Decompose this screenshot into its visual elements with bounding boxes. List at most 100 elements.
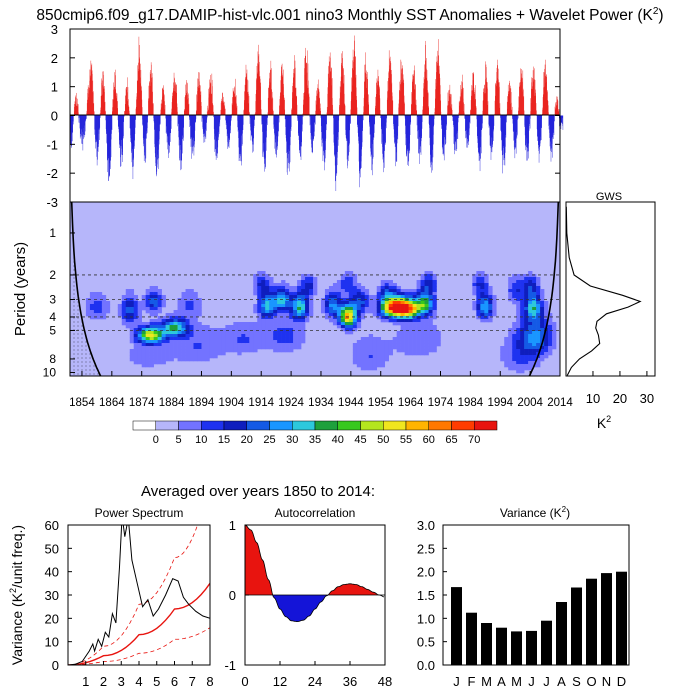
power-cell (392, 286, 397, 290)
power-cell (512, 343, 517, 347)
ps-ytick-label: 50 (45, 541, 59, 556)
power-cell (544, 322, 549, 326)
power-cell (157, 298, 162, 302)
power-cell (305, 307, 310, 311)
power-cell (277, 304, 282, 308)
power-cell (193, 301, 198, 305)
power-cell (137, 361, 142, 365)
power-cell (408, 328, 413, 332)
power-cell (129, 289, 135, 293)
power-cell (145, 337, 150, 341)
power-cell (372, 298, 378, 302)
power-cell (89, 304, 95, 308)
power-cell (133, 331, 139, 335)
power-cell (348, 298, 354, 302)
power-cell (149, 331, 154, 335)
power-cell (185, 355, 190, 359)
power-cell (125, 322, 131, 326)
power-cell (408, 319, 413, 323)
power-cell (404, 352, 409, 356)
power-cell (544, 352, 549, 356)
power-cell (356, 364, 362, 368)
power-cell (149, 292, 154, 296)
power-cell (536, 340, 541, 344)
power-cell (416, 319, 421, 323)
power-cell (289, 322, 294, 326)
power-cell (484, 295, 489, 299)
power-cell (141, 358, 146, 362)
power-cell (201, 355, 206, 359)
power-cell (528, 289, 533, 293)
power-cell (141, 346, 146, 350)
power-cell (189, 328, 194, 332)
power-cell (273, 337, 278, 341)
power-cell (289, 295, 294, 299)
power-spectrum-title: Power Spectrum (95, 506, 184, 520)
power-cell (197, 346, 202, 350)
power-cell (101, 310, 107, 314)
power-cell (428, 334, 433, 338)
power-cell (173, 328, 178, 332)
power-cell (380, 301, 386, 305)
power-cell (508, 343, 513, 347)
power-cell (265, 313, 270, 317)
power-cell (253, 334, 258, 338)
power-cell (201, 328, 206, 332)
power-cell (364, 340, 370, 344)
power-cell (484, 313, 489, 317)
power-cell (432, 349, 437, 353)
power-cell (428, 316, 433, 320)
power-cell (277, 307, 282, 311)
power-cell (400, 304, 405, 308)
power-cell (484, 277, 489, 281)
power-cell (548, 337, 553, 341)
power-cell (297, 280, 302, 284)
power-cell (396, 331, 401, 335)
power-cell (197, 307, 202, 311)
power-cell (504, 352, 509, 356)
power-cell (161, 358, 166, 362)
power-cell (213, 328, 218, 332)
power-cell (344, 313, 350, 317)
power-cell (161, 346, 166, 350)
power-cell (524, 328, 529, 332)
gws-frame (565, 201, 656, 377)
power-cell (436, 340, 441, 344)
power-cell (320, 304, 326, 308)
power-cell (309, 310, 314, 314)
power-cell (408, 337, 413, 341)
power-cell (137, 304, 142, 308)
power-cell (408, 343, 413, 347)
power-cell (480, 301, 485, 305)
power-cell (476, 274, 481, 278)
power-cell (229, 328, 234, 332)
power-cell (301, 322, 306, 326)
power-cell (420, 316, 425, 320)
power-cell (121, 298, 127, 302)
power-cell (309, 286, 314, 290)
power-cell (472, 292, 477, 296)
power-cell (145, 340, 150, 344)
power-cell (133, 340, 139, 344)
power-cell (376, 301, 382, 305)
power-cell (297, 334, 302, 338)
power-cell (328, 307, 334, 311)
power-cell (428, 295, 433, 299)
power-cell (476, 283, 481, 287)
power-cell (181, 325, 186, 329)
power-cell (432, 274, 437, 278)
power-cell (141, 322, 146, 326)
power-cell (400, 313, 405, 317)
wavelet-ylabel: Period (years) (12, 242, 29, 336)
power-cell (388, 280, 393, 284)
power-cell (277, 346, 282, 350)
power-cell (249, 349, 254, 353)
power-cell (424, 283, 429, 287)
power-cell (524, 334, 529, 338)
power-cell (149, 325, 154, 329)
power-cell (277, 328, 282, 332)
power-cell (273, 346, 278, 350)
power-cell (428, 346, 433, 350)
power-cell (121, 295, 127, 299)
power-cell (364, 289, 370, 293)
